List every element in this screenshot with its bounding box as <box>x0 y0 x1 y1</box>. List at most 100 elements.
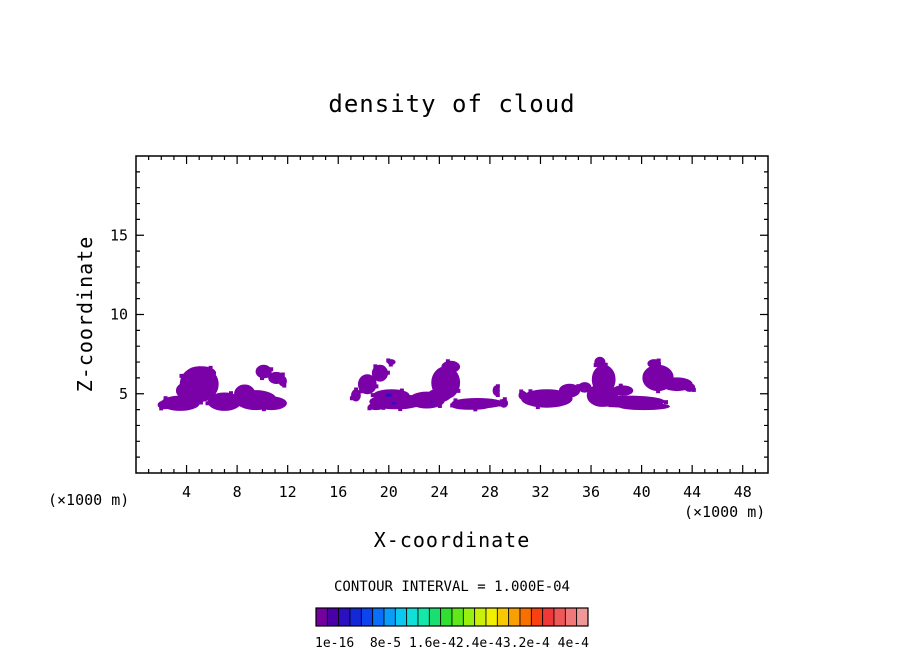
cloud-edge <box>406 399 411 404</box>
cloud-edge <box>280 372 285 377</box>
cloud-edge <box>233 395 238 400</box>
cloud-edge <box>228 391 233 396</box>
x-tick-label: 4 <box>182 483 191 501</box>
cloud-edge <box>354 387 359 392</box>
cloud-edge <box>282 383 287 388</box>
cloud-edge <box>618 383 623 388</box>
cloud-edge <box>449 392 454 397</box>
colorbar-swatch <box>485 607 498 627</box>
y-tick-label: 15 <box>110 226 128 244</box>
x-tick-label: 16 <box>329 483 347 501</box>
cloud-edge <box>170 402 175 407</box>
cloud-edge <box>593 363 598 368</box>
cloud-density-field <box>157 356 696 412</box>
cloud-blob <box>451 403 491 410</box>
colorbar-swatch <box>496 607 510 627</box>
tick-marks <box>136 156 768 473</box>
chart-title: density of cloud <box>328 90 575 118</box>
cloud-edge <box>276 378 281 383</box>
cloud-edge <box>691 387 696 392</box>
cloud-edge <box>498 402 503 407</box>
cloud-edge <box>659 382 664 387</box>
cloud-edge <box>205 401 210 406</box>
colorbar-swatch <box>564 607 578 627</box>
cloud-edge <box>456 388 461 393</box>
cloud-edge <box>266 373 271 378</box>
y-tick-labels: 5 10 15 <box>110 226 128 403</box>
colorbar-swatch <box>428 607 442 627</box>
x-tick-label: 20 <box>380 483 398 501</box>
cloud-edge <box>248 388 253 393</box>
colorbar-swatch <box>326 607 340 627</box>
cloud-edge <box>388 362 393 367</box>
colorbar-labels: 1e-16 8e-5 1.6e-42.4e-43.2e-4 4e-4 <box>315 636 589 651</box>
cloud-edge <box>453 398 458 403</box>
colorbar-swatch <box>315 607 328 627</box>
cloud-blob <box>187 366 217 380</box>
x-tick-label: 40 <box>633 483 651 501</box>
cloud-edge <box>261 395 266 400</box>
cloud-edge <box>415 394 420 399</box>
cloud-edge <box>269 367 274 372</box>
cloud-blob <box>427 388 452 403</box>
y-tick-label: 10 <box>110 306 128 324</box>
x-axis-label: X-coordinate <box>374 528 531 552</box>
x-tick-label: 48 <box>734 483 752 501</box>
cloud-edge <box>603 362 608 367</box>
cloud-edge <box>204 377 209 382</box>
x-tick-label: 12 <box>279 483 297 501</box>
colorbar-swatch <box>440 607 453 627</box>
plot-frame <box>135 155 769 474</box>
x-tick-label: 36 <box>582 483 600 501</box>
colorbar <box>315 607 589 627</box>
cloud-edge <box>535 405 540 410</box>
cloud-edge <box>159 406 164 411</box>
cloud-edge <box>373 364 378 369</box>
axis-ticks <box>136 156 768 473</box>
cloud-edge <box>499 399 504 404</box>
cloud-edge <box>358 389 363 394</box>
colorbar-swatch <box>338 607 351 627</box>
cloud-edge <box>381 405 386 410</box>
cloud-blob <box>591 364 616 395</box>
cloud-edge <box>187 380 192 385</box>
cloud-edge <box>656 389 661 394</box>
cloud-edge <box>349 396 354 401</box>
cloud-edge <box>374 384 379 389</box>
cloud-blob <box>255 396 287 411</box>
cloud-edge <box>432 399 437 404</box>
cloud-blob <box>357 374 377 395</box>
colorbar-swatch <box>542 607 555 627</box>
cloud-edge <box>473 407 478 412</box>
cloud-edge <box>445 359 450 364</box>
colorbar-swatch <box>474 607 487 627</box>
y-tick-label: 5 <box>119 385 128 403</box>
colorbar-swatch <box>360 607 374 627</box>
cloud-edge <box>495 392 500 397</box>
cloud-core <box>385 393 392 398</box>
cloud-edge <box>663 400 668 405</box>
contour-interval-label: CONTOUR INTERVAL = 1.000E-04 <box>334 579 570 595</box>
cloud-blob <box>175 382 198 400</box>
x-tick-label: 24 <box>430 483 448 501</box>
cloud-edge <box>609 403 614 408</box>
cloud-edge <box>191 394 196 399</box>
colorbar-swatch <box>553 607 566 627</box>
colorbar-swatch <box>519 607 532 627</box>
colorbar-swatch <box>576 607 589 627</box>
cloud-edge <box>656 358 661 363</box>
colorbar-swatch <box>530 607 544 627</box>
colorbar-swatch <box>406 607 419 627</box>
colorbar-swatch <box>508 607 521 627</box>
cloud-edge <box>386 358 391 363</box>
cloud-blob <box>618 402 670 411</box>
cloud-core <box>391 401 397 405</box>
cloud-edge <box>399 388 404 393</box>
colorbar-swatch <box>372 607 385 627</box>
cloud-edge <box>163 396 168 401</box>
cloud-edge <box>443 364 448 369</box>
colorbar-swatch <box>417 607 430 627</box>
cloud-edge <box>502 397 507 402</box>
cloud-edge <box>274 401 279 406</box>
colorbar-swatch <box>383 607 396 627</box>
